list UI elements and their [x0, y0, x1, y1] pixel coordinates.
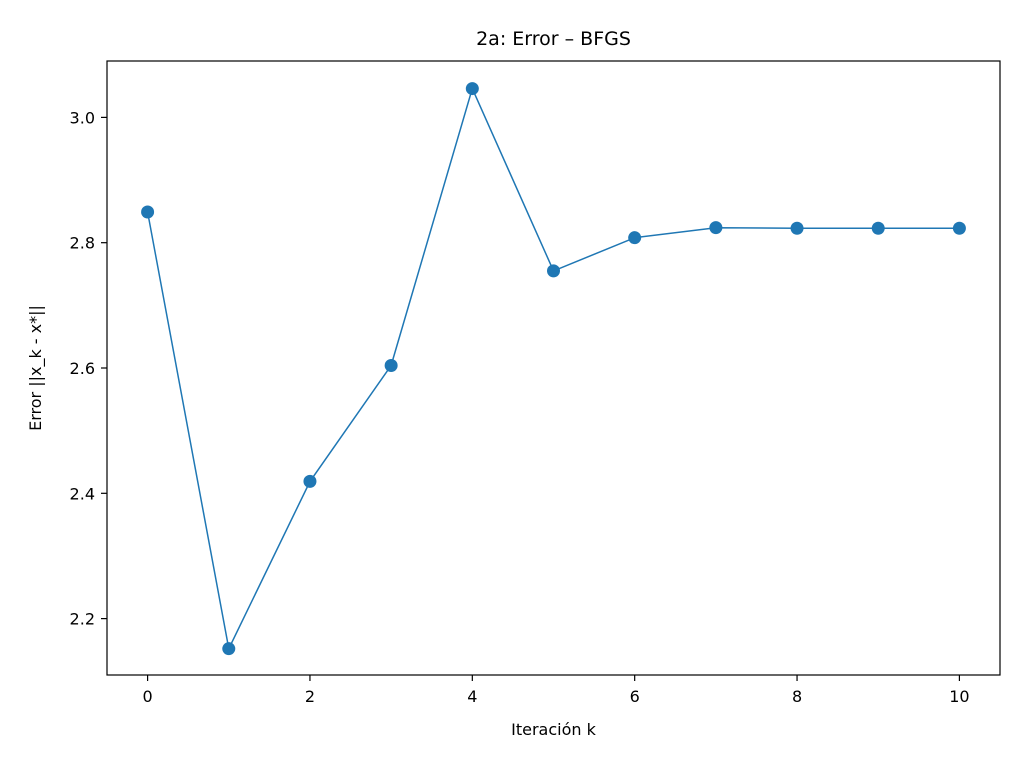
data-point-marker [384, 358, 398, 372]
data-point-marker [871, 221, 885, 235]
x-tick-label: 6 [630, 687, 640, 706]
data-point-marker [952, 221, 966, 235]
x-tick-label: 0 [142, 687, 152, 706]
data-point-marker [222, 642, 236, 656]
y-axis-ticks: 2.2 2.4 2.6 2.8 3.0 [70, 108, 107, 629]
y-axis-label: Error ||x_k - x*|| [26, 305, 46, 431]
x-axis-label: Iteración k [511, 720, 596, 739]
x-tick-label: 4 [467, 687, 477, 706]
x-tick-label: 8 [792, 687, 802, 706]
data-point-marker [628, 231, 642, 245]
data-point-marker [141, 205, 155, 219]
data-point-marker [303, 474, 317, 488]
y-tick-label: 2.6 [70, 359, 95, 378]
data-point-marker [790, 221, 804, 235]
y-tick-label: 2.4 [70, 484, 95, 503]
data-point-marker [465, 82, 479, 96]
x-axis-ticks: 0 2 4 6 8 10 [142, 675, 970, 706]
y-tick-label: 2.8 [70, 234, 95, 253]
chart-title: 2a: Error – BFGS [476, 28, 631, 50]
plot-area-frame [106, 60, 1001, 676]
y-tick-label: 2.2 [70, 610, 95, 629]
x-tick-label: 2 [305, 687, 315, 706]
data-point-marker [709, 221, 723, 235]
x-tick-label: 10 [949, 687, 969, 706]
series-layer [141, 82, 966, 656]
data-point-marker [547, 264, 560, 278]
y-tick-label: 3.0 [70, 108, 95, 127]
